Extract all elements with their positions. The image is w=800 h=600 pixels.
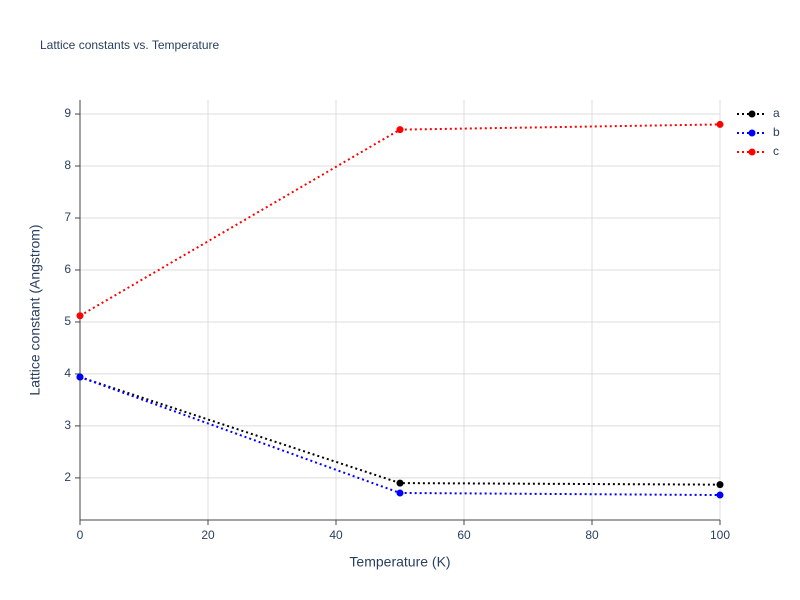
series-line <box>79 376 721 497</box>
y-tick-label: 8 <box>64 158 71 172</box>
x-tick-label: 0 <box>77 528 84 542</box>
data-point <box>396 479 404 487</box>
data-point <box>76 373 84 381</box>
series-line <box>79 123 721 317</box>
legend-label: a <box>773 106 780 120</box>
series-line <box>79 376 721 486</box>
legend-label: c <box>773 144 779 158</box>
data-point <box>716 491 724 499</box>
data-point <box>396 126 404 134</box>
y-tick-label: 7 <box>64 210 71 224</box>
y-tick-label: 6 <box>64 262 71 276</box>
x-tick-label: 20 <box>201 528 215 542</box>
x-tick-label: 100 <box>710 528 730 542</box>
legend-marker <box>748 148 756 156</box>
y-tick-label: 3 <box>64 418 71 432</box>
legend-label: b <box>773 125 780 139</box>
y-tick-label: 9 <box>64 106 71 120</box>
legend-marker <box>748 129 756 137</box>
y-tick-label: 4 <box>64 366 71 380</box>
x-tick-label: 40 <box>329 528 343 542</box>
y-tick-label: 2 <box>64 470 71 484</box>
chart-title: Lattice constants vs. Temperature <box>40 38 220 52</box>
y-axis-label: Lattice constant (Angstrom) <box>27 224 43 395</box>
data-point <box>76 312 84 320</box>
x-axis-label: Temperature (K) <box>349 554 450 570</box>
data-point <box>716 120 724 128</box>
legend-marker <box>748 110 756 118</box>
x-tick-label: 80 <box>585 528 599 542</box>
x-tick-label: 60 <box>457 528 471 542</box>
data-point <box>396 489 404 497</box>
y-tick-label: 5 <box>64 314 71 328</box>
data-point <box>716 481 724 489</box>
